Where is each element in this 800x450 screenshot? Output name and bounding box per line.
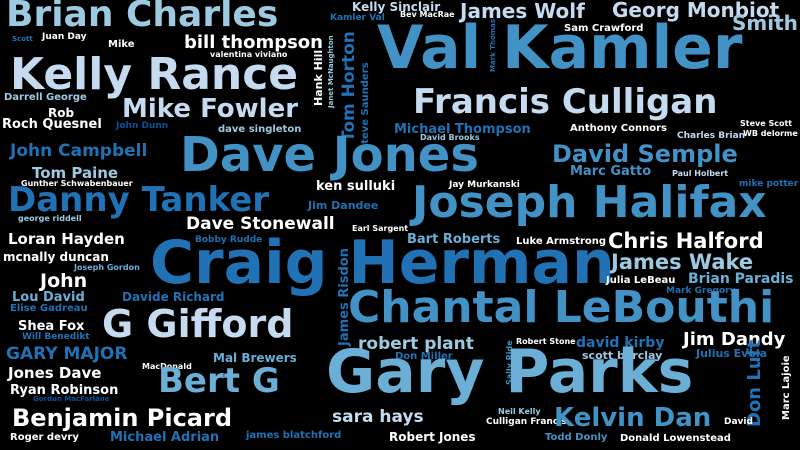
cloud-word: Don Luft [744, 339, 765, 427]
cloud-word: Juan Day [42, 32, 87, 42]
cloud-word: Marc Gatto [570, 164, 652, 179]
cloud-word: Chantal LeBouthi [348, 282, 775, 333]
cloud-word: Mike [108, 39, 135, 50]
cloud-word: Rob [48, 106, 75, 120]
cloud-word: Loran Hayden [8, 230, 125, 248]
cloud-word: Jay Murkanski [449, 180, 520, 190]
cloud-word: G Gifford [102, 302, 294, 346]
cloud-word: Donald Lowenstead [620, 433, 731, 444]
cloud-word: mcnally duncan [3, 250, 109, 264]
cloud-word: Lou David [12, 290, 85, 305]
cloud-word: david kirby [576, 335, 665, 351]
cloud-word: Georg Monbiot [612, 0, 780, 22]
cloud-word: Marc Lajoie [781, 355, 792, 420]
cloud-word: Mike Fowler [122, 94, 299, 124]
cloud-word: bill thompson [184, 32, 323, 53]
cloud-word: Don Miller [395, 351, 453, 362]
cloud-word: robert plant [358, 334, 474, 354]
cloud-word: Kelly Sinclair [352, 0, 441, 14]
cloud-word: james blatchford [246, 430, 342, 441]
cloud-word: Bart Roberts [407, 232, 501, 247]
cloud-word: Gordon MacFarlane [33, 395, 110, 403]
cloud-word: Roger devry [10, 432, 79, 443]
cloud-word: sara hays [332, 407, 424, 427]
cloud-word: Gunther Schwabenbauer [21, 179, 133, 188]
cloud-word: Benjamin Picard [12, 404, 233, 432]
cloud-word: Craig Herman [150, 228, 615, 298]
cloud-word: Mal Brewers [213, 351, 297, 365]
cloud-word: Culligan Francis [486, 417, 567, 427]
cloud-word: mike potter [739, 179, 799, 189]
cloud-word: Will Benedikt [22, 332, 90, 342]
cloud-word: Bert G [158, 361, 280, 401]
cloud-word: Gary Parks [326, 337, 694, 407]
cloud-word: Jim Dandee [308, 199, 379, 212]
cloud-word: Darrell George [4, 92, 87, 103]
cloud-word: Kelly Rance [10, 49, 299, 100]
cloud-word: Roch Quesnel [2, 117, 102, 132]
cloud-word: Anthony Connors [570, 123, 667, 134]
cloud-word: Bev MacRae [400, 10, 455, 19]
cloud-word: Davide Richard [122, 290, 225, 304]
cloud-word: Brian Charles [6, 0, 279, 35]
cloud-word: Robert Jones [389, 430, 476, 444]
cloud-word: Ryan Robinson [10, 383, 119, 398]
cloud-word: Julia LeBeau [606, 275, 676, 286]
cloud-word: Jim Dandy [683, 329, 786, 350]
cloud-word: Tom Horton [339, 31, 359, 142]
cloud-word: Michael Thompson [394, 122, 531, 137]
cloud-word: Julius Evola [696, 347, 768, 360]
cloud-word: Mark Gregory [666, 286, 736, 296]
cloud-word: valentina viviano [210, 50, 288, 59]
cloud-word: Smith [732, 11, 798, 35]
cloud-word: David Brooks [420, 133, 480, 142]
cloud-word: Shea Fox [18, 319, 85, 334]
cloud-word: scott barclay [582, 349, 663, 362]
cloud-word: James Wake [611, 250, 754, 274]
cloud-word: Brian Paradis [688, 271, 794, 287]
cloud-word: GARY MAJOR [6, 344, 128, 364]
cloud-word: Kelvin Dan [554, 403, 712, 433]
cloud-word: Luke Armstrong [516, 236, 607, 247]
cloud-word: Elise Gadreau [10, 303, 88, 314]
cloud-word: Bobby Rudde [195, 235, 263, 245]
cloud-word: Kamler Val [330, 13, 385, 23]
cloud-word: Earl Sargent [352, 224, 409, 233]
cloud-word: Chris Halford [608, 229, 764, 253]
cloud-word: Francis Culligan [413, 82, 718, 122]
cloud-word: Mark Thomas [489, 19, 497, 72]
cloud-word: Hank Hill [312, 49, 325, 106]
cloud-word: ken sulluki [316, 179, 396, 194]
cloud-word: Charles Brian [677, 131, 746, 141]
cloud-word: Sam Crawford [564, 23, 644, 34]
cloud-word: John [40, 270, 88, 292]
cloud-word: Joseph Halifax [412, 177, 767, 228]
cloud-word: Steve Scott [740, 119, 793, 128]
cloud-word: Paul Holbert [672, 169, 729, 178]
cloud-word: Scott [12, 35, 33, 43]
cloud-word: Danny Tanker [8, 180, 270, 220]
cloud-word: Joseph Gordon [74, 263, 140, 272]
cloud-word: Michael Adrian [110, 430, 220, 445]
cloud-word: WB delorme [743, 129, 798, 138]
cloud-word: Tom Paine [32, 164, 119, 182]
cloud-word: Val Kamler [377, 13, 743, 83]
cloud-word: John Dunn [116, 121, 169, 131]
cloud-word: David [724, 417, 753, 427]
cloud-word: Dave Jones [180, 127, 479, 183]
cloud-word: Jones Dave [8, 364, 102, 382]
cloud-word: James Wolf [460, 0, 585, 23]
cloud-word: David Semple [552, 140, 738, 168]
cloud-word: Todd Donly [545, 432, 608, 443]
cloud-word: John Campbell [10, 141, 148, 161]
cloud-word: dave singleton [218, 124, 302, 135]
cloud-word: george riddell [18, 214, 82, 223]
cloud-word: Neil Kelly [498, 407, 541, 416]
cloud-word: Dave Stonewall [186, 214, 335, 234]
cloud-word: Janet McNaughton [327, 35, 335, 108]
cloud-word: Robert Stone [516, 337, 576, 346]
cloud-word: MacDonald [142, 362, 192, 371]
